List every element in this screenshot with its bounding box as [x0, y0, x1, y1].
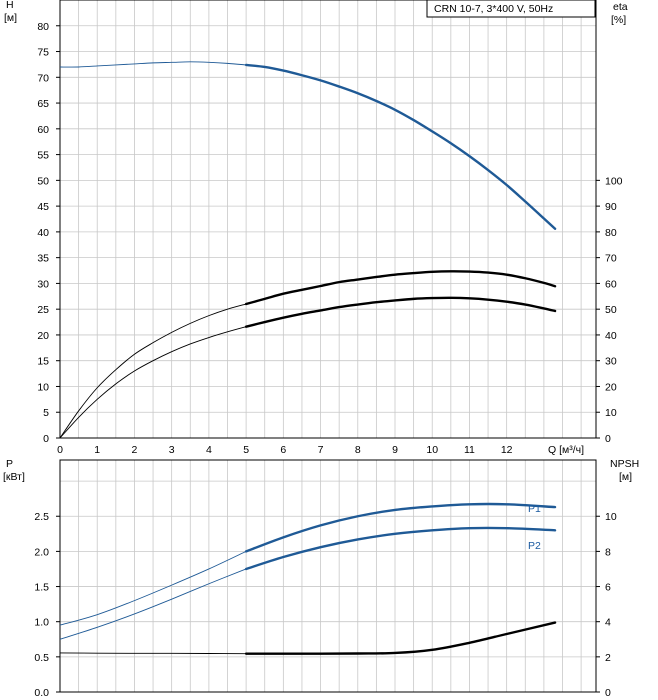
legend-box [426, 0, 596, 18]
q-tick-label: 5 [243, 444, 249, 456]
h-tick-label: 60 [37, 124, 49, 136]
q-tick-label: 3 [169, 444, 175, 456]
p-tick-label: 1.5 [34, 582, 49, 594]
curve-p2 [244, 526, 557, 571]
eta-tick-label: 0 [605, 433, 611, 445]
upper-plot-frame [59, 0, 597, 439]
h-tick-label: 0 [43, 433, 49, 445]
h-tick-label: 5 [43, 407, 49, 419]
curve-npsh-thin [59, 652, 247, 655]
q-tick-label: 4 [206, 444, 212, 456]
q-tick-label: 0 [57, 444, 63, 456]
upper-tick-labels: 0510152025303540455055606570758001020304… [37, 21, 622, 456]
eta-tick-label: 50 [605, 304, 617, 316]
h-tick-label: 70 [37, 72, 49, 84]
curve-h-thin [59, 61, 247, 68]
curve-h [244, 63, 557, 230]
npsh-tick-label: 10 [605, 511, 617, 523]
curve-eta-lower-thin [59, 326, 247, 439]
h-tick-label: 30 [37, 278, 49, 290]
p-axis-unit: [кВт] [3, 471, 25, 483]
q-tick-label: 9 [392, 444, 398, 456]
npsh-tick-label: 2 [605, 652, 611, 664]
curve-npsh [244, 621, 557, 655]
h-tick-label: 15 [37, 356, 49, 368]
h-tick-label: 45 [37, 201, 49, 213]
npsh-tick-label: 8 [605, 546, 611, 558]
eta-tick-label: 70 [605, 253, 617, 265]
h-axis-unit: [м] [4, 12, 17, 24]
eta-axis-label: eta [613, 1, 628, 13]
h-tick-label: 10 [37, 381, 49, 393]
lower-tick-labels: 0.0 0.5 1.0 1.5 2.0 2.5 0 2 4 6 8 10 [34, 511, 616, 699]
p-tick-label: 1.0 [34, 617, 49, 629]
q-tick-label: 6 [280, 444, 286, 456]
lower-plot-frame [59, 459, 597, 693]
q-tick-label: 10 [426, 444, 438, 456]
q-tick-label: 2 [132, 444, 138, 456]
p-tick-label: 2.0 [34, 546, 49, 558]
curve-eta-upper [244, 270, 557, 306]
eta-tick-label: 30 [605, 356, 617, 368]
h-axis-label: H [6, 0, 14, 11]
q-tick-label: 7 [318, 444, 324, 456]
curve-eta-lower [244, 296, 557, 328]
eta-tick-label: 100 [605, 175, 623, 187]
h-tick-label: 25 [37, 304, 49, 316]
q-tick-label: 11 [464, 444, 475, 456]
npsh-tick-label: 0 [605, 687, 611, 699]
eta-tick-label: 40 [605, 330, 617, 342]
eta-tick-label: 60 [605, 278, 617, 290]
npsh-axis-unit: [м] [619, 471, 632, 483]
p-tick-label: 0.5 [34, 652, 49, 664]
curves [59, 61, 557, 655]
upper-grid [60, 0, 596, 438]
h-tick-label: 75 [37, 47, 49, 59]
eta-tick-label: 80 [605, 227, 617, 239]
npsh-tick-label: 6 [605, 582, 611, 594]
curve-eta-upper-thin [59, 303, 247, 439]
p-tick-label: 0.0 [34, 687, 49, 699]
h-tick-label: 35 [37, 253, 49, 265]
lower-grid [60, 460, 596, 692]
q-tick-label: 1 [94, 444, 100, 456]
eta-tick-label: 20 [605, 381, 617, 393]
h-tick-label: 55 [37, 150, 49, 162]
q-tick-label: 8 [355, 444, 361, 456]
q-axis-label: Q [м³/ч] [548, 444, 584, 456]
h-tick-label: 80 [37, 21, 49, 33]
curve-p2-thin [59, 568, 247, 640]
legend-text: CRN 10-7, 3*400 V, 50Hz [434, 3, 553, 15]
npsh-tick-label: 4 [605, 617, 611, 629]
npsh-axis-label: NPSH [610, 458, 639, 470]
eta-axis-unit: [%] [611, 14, 626, 26]
series-label-p2: P2 [528, 540, 541, 552]
h-tick-label: 20 [37, 330, 49, 342]
eta-tick-label: 10 [605, 407, 617, 419]
curve-p1-thin [59, 550, 247, 626]
curve-p1 [244, 502, 557, 553]
h-tick-label: 50 [37, 175, 49, 187]
eta-tick-label: 90 [605, 201, 617, 213]
series-label-p1: P1 [528, 503, 541, 515]
q-tick-label: 12 [501, 444, 513, 456]
h-tick-label: 40 [37, 227, 49, 239]
p-axis-label: P [6, 458, 13, 470]
h-tick-label: 65 [37, 98, 49, 110]
p-tick-label: 2.5 [34, 511, 49, 523]
